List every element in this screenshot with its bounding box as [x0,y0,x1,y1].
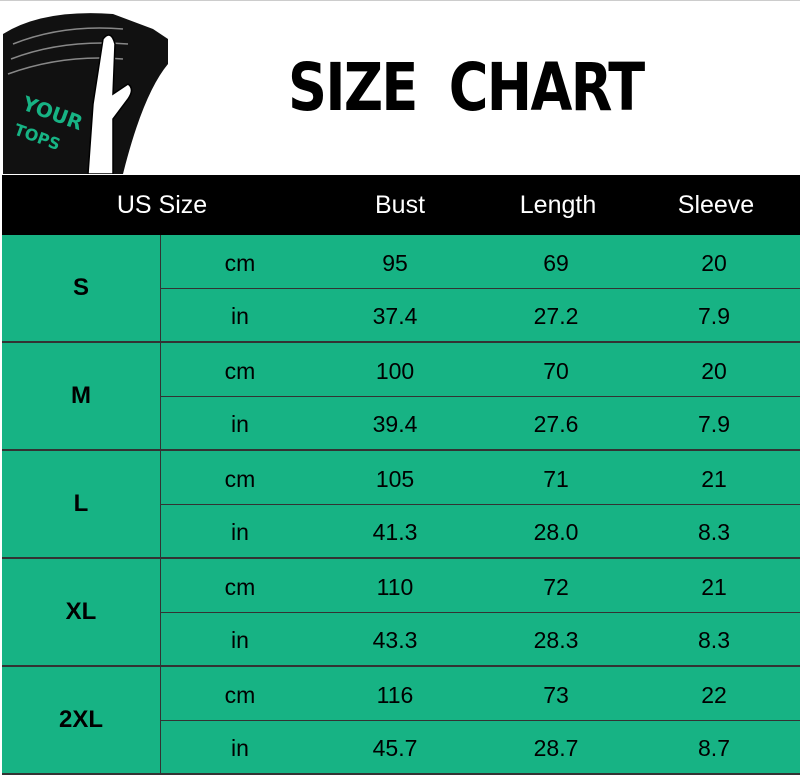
cell-unit: cm [224,250,256,276]
cell-length: 28.3 [533,627,579,653]
cell-bust: 95 [382,250,408,276]
size-group: 2XL cm 116 73 22 in 45.7 28.7 8.7 [2,667,800,775]
cell-bust: 39.4 [372,411,418,437]
cell-unit: cm [224,574,256,600]
cell-sleeve: 20 [701,358,727,384]
header-us-size: US Size [116,191,208,219]
cell-unit: in [231,627,249,653]
page-title: SIZE CHART [288,49,645,126]
cell-sleeve: 7.9 [698,411,730,437]
cell-sleeve: 7.9 [698,303,730,329]
cell-bust: 41.3 [372,519,418,545]
logo-illustration: YOUR TOPS [3,4,169,174]
cell-sleeve: 20 [701,250,727,276]
cell-unit: cm [224,358,256,384]
size-label: M [2,343,161,449]
cell-length: 28.0 [533,519,579,545]
table-row: cm 116 73 22 [161,667,800,721]
cell-unit: cm [224,682,256,708]
table-row: cm 100 70 20 [161,343,800,397]
cell-length: 73 [543,682,569,708]
cell-unit: cm [224,466,256,492]
header-length: Length [519,191,597,219]
table-row: cm 95 69 20 [161,235,800,289]
table-row: in 43.3 28.3 8.3 [161,612,800,665]
table-row: cm 110 72 21 [161,559,800,613]
cell-bust: 43.3 [372,627,418,653]
size-label: XL [2,559,161,665]
cell-bust: 100 [375,358,415,384]
cell-unit: in [231,303,249,329]
cell-sleeve: 8.3 [698,627,730,653]
cell-sleeve: 22 [701,682,727,708]
size-label: S [2,235,161,341]
header-banner: YOUR TOPS SIZE CHART [0,0,800,176]
cell-bust: 45.7 [372,735,418,761]
size-label: 2XL [2,667,161,773]
cell-sleeve: 8.7 [698,735,730,761]
cell-bust: 110 [376,574,414,600]
cell-length: 69 [543,250,569,276]
cell-sleeve: 21 [701,466,727,492]
cell-length: 72 [543,574,569,600]
cell-length: 27.6 [533,411,579,437]
cell-unit: in [231,735,249,761]
cell-sleeve: 8.3 [698,519,730,545]
cell-unit: in [231,411,249,437]
header-sleeve: Sleeve [677,191,755,219]
cell-length: 27.2 [533,303,579,329]
cell-bust: 105 [375,466,415,492]
cell-length: 70 [543,358,569,384]
cell-length: 28.7 [533,735,579,761]
size-group: XL cm 110 72 21 in 43.3 28.3 8.3 [2,559,800,667]
table-header: US Size Bust Length Sleeve [2,175,800,235]
table-row: in 41.3 28.0 8.3 [161,504,800,557]
cell-bust: 116 [376,682,414,708]
cell-sleeve: 21 [701,574,727,600]
cell-length: 71 [543,466,569,492]
cell-unit: in [231,519,249,545]
table-row: cm 105 71 21 [161,451,800,505]
size-label: L [2,451,161,557]
table-row: in 39.4 27.6 7.9 [161,396,800,449]
header-bust: Bust [374,191,426,219]
cell-bust: 37.4 [372,303,418,329]
table-row: in 45.7 28.7 8.7 [161,720,800,773]
table-row: in 37.4 27.2 7.9 [161,288,800,341]
